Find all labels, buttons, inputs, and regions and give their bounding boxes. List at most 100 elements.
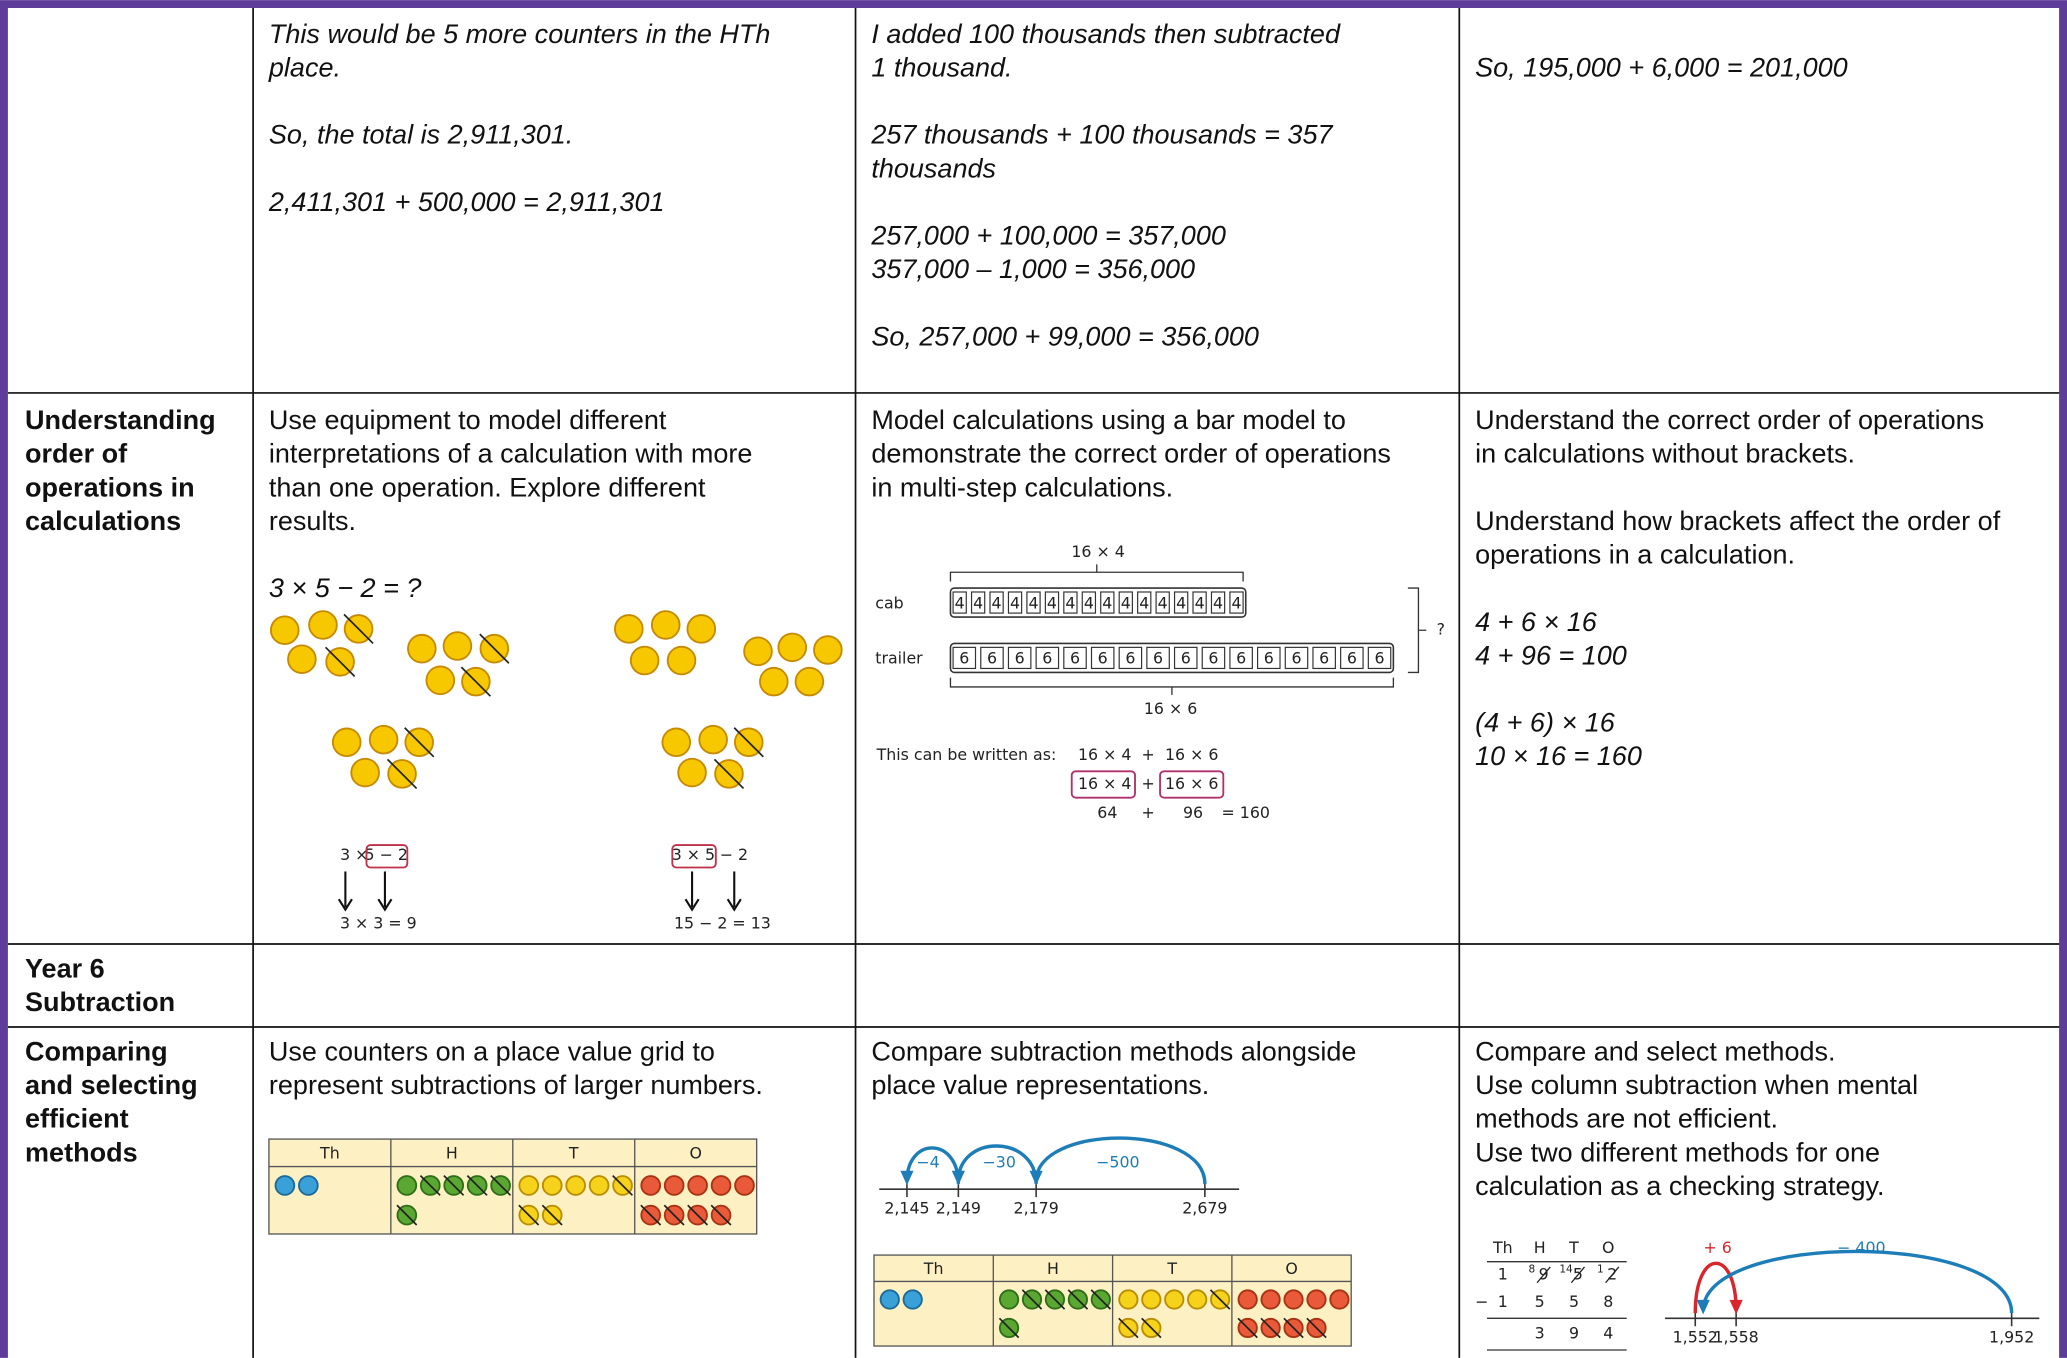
bar-cell-text: 4 (1195, 593, 1205, 612)
bar-cell-text: 4 (1213, 593, 1223, 612)
exchange: 14 (1559, 1264, 1573, 1276)
counter-cross (518, 1204, 540, 1226)
counter-cross (324, 646, 356, 678)
counter-cross (687, 1204, 709, 1226)
counter-cross (479, 633, 510, 664)
bar-cell-text: 6 (1181, 649, 1191, 668)
grid-heading: T (1166, 1259, 1177, 1278)
counter-cross (1237, 1317, 1258, 1339)
counter-cross (443, 1175, 465, 1196)
jump-arrowhead (1729, 1299, 1743, 1315)
counter (686, 614, 717, 644)
number-line-label: 2,145 (884, 1198, 929, 1217)
counter (287, 644, 317, 674)
jump-arrowhead (1029, 1170, 1043, 1186)
bar-cell (1312, 646, 1336, 670)
cell-text: place value representations. (871, 1070, 1209, 1100)
row-heading: and selecting (25, 1070, 198, 1100)
grid-heading: H (1047, 1259, 1059, 1278)
jump-arrowhead (900, 1170, 914, 1186)
arrow-head (377, 898, 393, 912)
bar-cell-text: 6 (1236, 649, 1246, 668)
counter-cross (1044, 1289, 1066, 1310)
bar-cell-text: 4 (1084, 593, 1094, 612)
cell-text: calculation as a checking strategy. (1475, 1171, 1884, 1201)
bar-cell (1118, 591, 1133, 614)
column-digit: 9 (1569, 1324, 1579, 1343)
jump-label: − 400 (1837, 1238, 1885, 1257)
cell-text: I added 100 thousands then subtracted (871, 19, 1341, 49)
bar-cell (1063, 646, 1087, 670)
bar-cell-text: 6 (959, 649, 969, 668)
counter (743, 636, 773, 667)
counter (1260, 1289, 1281, 1310)
bar-cell (1257, 646, 1281, 670)
jump-label: −500 (1096, 1152, 1139, 1171)
row-heading: Year 6 (25, 953, 105, 983)
bar-cell-text: 6 (1042, 649, 1052, 668)
counter-cross (490, 1175, 512, 1196)
row-heading: operations in (25, 472, 195, 502)
result-part: 64 (1097, 803, 1117, 822)
counter-cross (733, 727, 764, 758)
result-part: = 160 (1222, 803, 1270, 822)
bar-cell (1063, 591, 1078, 614)
counter (794, 666, 825, 697)
counter-cross (710, 1204, 732, 1226)
bar-cell (1090, 646, 1115, 670)
bar-cell (952, 591, 967, 614)
counter-cross (1209, 1289, 1231, 1310)
counter (588, 1175, 610, 1196)
row-heading: Understanding (25, 405, 216, 435)
counter (1283, 1289, 1304, 1310)
bar-cell (1044, 591, 1060, 614)
bar-cell (1229, 591, 1244, 614)
bar-cell-text: 4 (1139, 593, 1149, 612)
counter (902, 1289, 923, 1310)
bar-cell-text: 4 (1231, 593, 1241, 612)
bar-cell (1137, 591, 1152, 614)
counter-cross (1260, 1317, 1281, 1339)
counter-cross (1021, 1289, 1043, 1310)
box (1070, 770, 1136, 799)
bar-cell-text: 4 (1028, 593, 1038, 612)
counter-cross (1141, 1317, 1162, 1339)
expression-part: + (1142, 745, 1155, 764)
cell-text: Compare subtraction methods alongside (871, 1037, 1356, 1067)
number-line-label: 2,179 (1014, 1198, 1059, 1217)
row-heading: Subtraction (25, 987, 175, 1017)
counter-cross (998, 1317, 1020, 1339)
counter-cross (541, 1204, 563, 1226)
counter-cross (1306, 1317, 1327, 1339)
strike (1536, 1266, 1551, 1284)
counter (759, 666, 789, 697)
arrow-head (726, 898, 742, 912)
brace (949, 564, 1244, 582)
bar-cell-text: 4 (1102, 593, 1112, 612)
bar-cell-text: 4 (992, 593, 1002, 612)
row-heading: calculations (25, 506, 181, 536)
expression-part: 3 × (340, 845, 368, 864)
cell-text: Use column subtraction when mental (1475, 1070, 1918, 1100)
bar-cell (1340, 646, 1364, 670)
strike (1605, 1266, 1620, 1284)
expression-part: − 2 (720, 845, 748, 864)
bar-cell (1201, 646, 1226, 670)
bar-cell-text: 6 (1264, 649, 1274, 668)
grid-heading: Th (923, 1259, 944, 1278)
counter (677, 757, 707, 788)
column-heading: Th (1492, 1238, 1513, 1257)
jump-arc (1693, 1261, 1738, 1314)
column-digit: 5 (1569, 1292, 1579, 1311)
counter (663, 1175, 685, 1196)
cell-text: So, 257,000 + 99,000 = 356,000 (871, 321, 1259, 351)
table-grid (7, 8, 2061, 1358)
grid-heading: H (446, 1144, 458, 1163)
counter (1164, 1289, 1185, 1310)
column-digit: 4 (1603, 1324, 1613, 1343)
brace (949, 677, 1395, 695)
cell-text: Use equipment to model different (269, 405, 667, 435)
bar-label: 16 × 4 (1071, 542, 1124, 561)
cell-text: (4 + 6) × 16 (1475, 708, 1616, 738)
